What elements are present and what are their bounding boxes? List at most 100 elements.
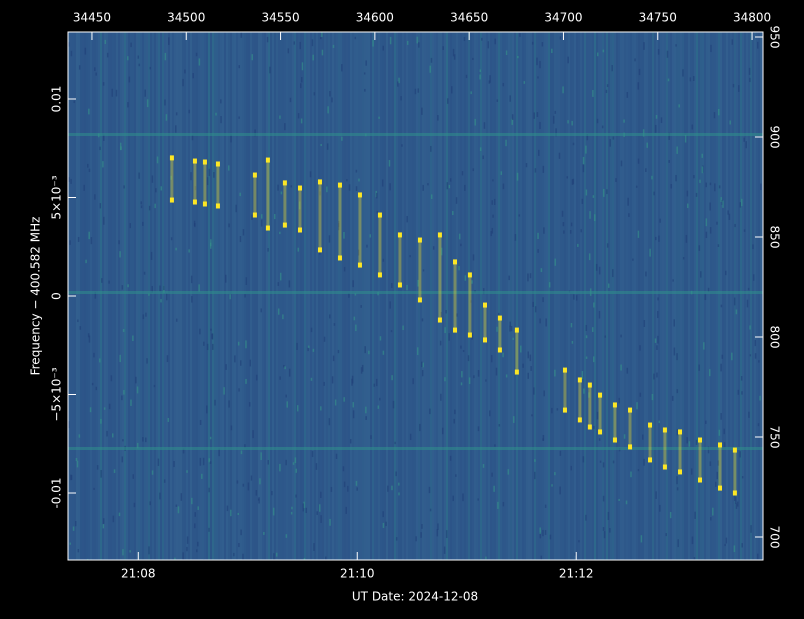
noise-speck [603, 531, 606, 539]
noise-speck [464, 184, 466, 191]
noise-speck [542, 434, 545, 441]
noise-speck [489, 75, 491, 83]
noise-speck [129, 223, 132, 229]
noise-speck [430, 194, 433, 199]
noise-stripe [218, 32, 220, 560]
noise-speck [534, 168, 537, 173]
noise-stripe [372, 32, 374, 560]
noise-speck [290, 511, 293, 515]
noise-speck [412, 378, 414, 385]
noise-speck [705, 231, 708, 239]
noise-speck [494, 444, 496, 447]
noise-speck [559, 486, 561, 495]
signal-point [483, 337, 487, 343]
noise-speck [710, 517, 712, 521]
noise-speck [668, 160, 670, 163]
noise-speck [321, 49, 324, 56]
noise-stripe [84, 32, 86, 560]
noise-stripe [128, 32, 130, 560]
noise-speck [446, 182, 449, 190]
noise-speck [441, 427, 444, 435]
noise-speck [343, 397, 345, 402]
noise-speck [445, 310, 447, 314]
noise-speck [208, 168, 211, 177]
noise-stripe [656, 32, 658, 560]
noise-speck [316, 511, 318, 515]
noise-stripe [362, 32, 364, 560]
noise-speck [759, 395, 761, 401]
noise-stripe [374, 32, 376, 560]
interference-line [68, 291, 763, 294]
noise-speck [645, 168, 647, 172]
noise-speck [343, 266, 346, 272]
noise-speck [226, 505, 229, 512]
noise-speck [108, 280, 110, 284]
noise-stripe [684, 32, 686, 560]
noise-speck [673, 319, 675, 327]
noise-stripe [638, 32, 640, 560]
noise-stripe [744, 32, 746, 560]
noise-speck [572, 178, 575, 185]
noise-stripe [350, 32, 352, 560]
noise-speck [203, 341, 205, 346]
noise-speck [102, 518, 105, 524]
x-tick-label: 34450 [73, 11, 111, 25]
noise-speck [449, 178, 452, 182]
noise-speck [718, 429, 721, 436]
noise-stripe [618, 32, 620, 560]
noise-speck [154, 203, 156, 209]
noise-speck [595, 263, 598, 271]
noise-stripe [304, 32, 306, 560]
noise-speck [517, 55, 519, 59]
noise-speck [68, 421, 70, 429]
noise-speck [331, 97, 333, 103]
noise-speck [507, 469, 510, 475]
noise-stripe [180, 32, 182, 560]
noise-speck [505, 50, 508, 56]
noise-speck [536, 57, 538, 66]
noise-speck [500, 171, 503, 175]
noise-speck [143, 271, 146, 275]
noise-stripe [140, 32, 142, 560]
noise-speck [666, 50, 669, 58]
noise-speck [401, 144, 403, 147]
noise-speck [601, 125, 604, 129]
noise-speck [421, 318, 424, 322]
noise-speck [225, 364, 227, 370]
noise-speck [245, 340, 247, 349]
noise-stripe [214, 32, 216, 560]
signal-point [377, 212, 382, 218]
noise-speck [452, 48, 455, 57]
noise-speck [127, 102, 129, 108]
noise-speck [145, 437, 147, 443]
signal-point [598, 429, 603, 435]
noise-stripe [188, 32, 190, 560]
noise-speck [332, 44, 335, 48]
signal-point [587, 424, 592, 430]
noise-speck [437, 523, 439, 530]
noise-speck [392, 400, 395, 409]
noise-speck [279, 376, 281, 380]
noise-speck [238, 116, 240, 119]
noise-speck [710, 44, 712, 53]
noise-stripe [284, 32, 286, 560]
noise-stripe [622, 32, 624, 560]
noise-speck [539, 527, 541, 534]
noise-speck [443, 546, 446, 554]
noise-speck [95, 72, 97, 76]
noise-stripe [282, 32, 284, 560]
noise-stripe [206, 32, 208, 560]
signal-bridge [338, 185, 342, 258]
signal-point [297, 227, 302, 233]
noise-speck [206, 177, 209, 186]
noise-stripe [756, 32, 758, 560]
noise-speck [632, 258, 634, 261]
noise-stripe [480, 32, 482, 560]
noise-speck [389, 183, 391, 191]
noise-speck [427, 183, 429, 186]
noise-speck [687, 203, 689, 209]
noise-speck [238, 388, 240, 392]
signal-point [265, 225, 270, 231]
signal-marks [169, 155, 737, 496]
noise-speck [78, 434, 81, 438]
